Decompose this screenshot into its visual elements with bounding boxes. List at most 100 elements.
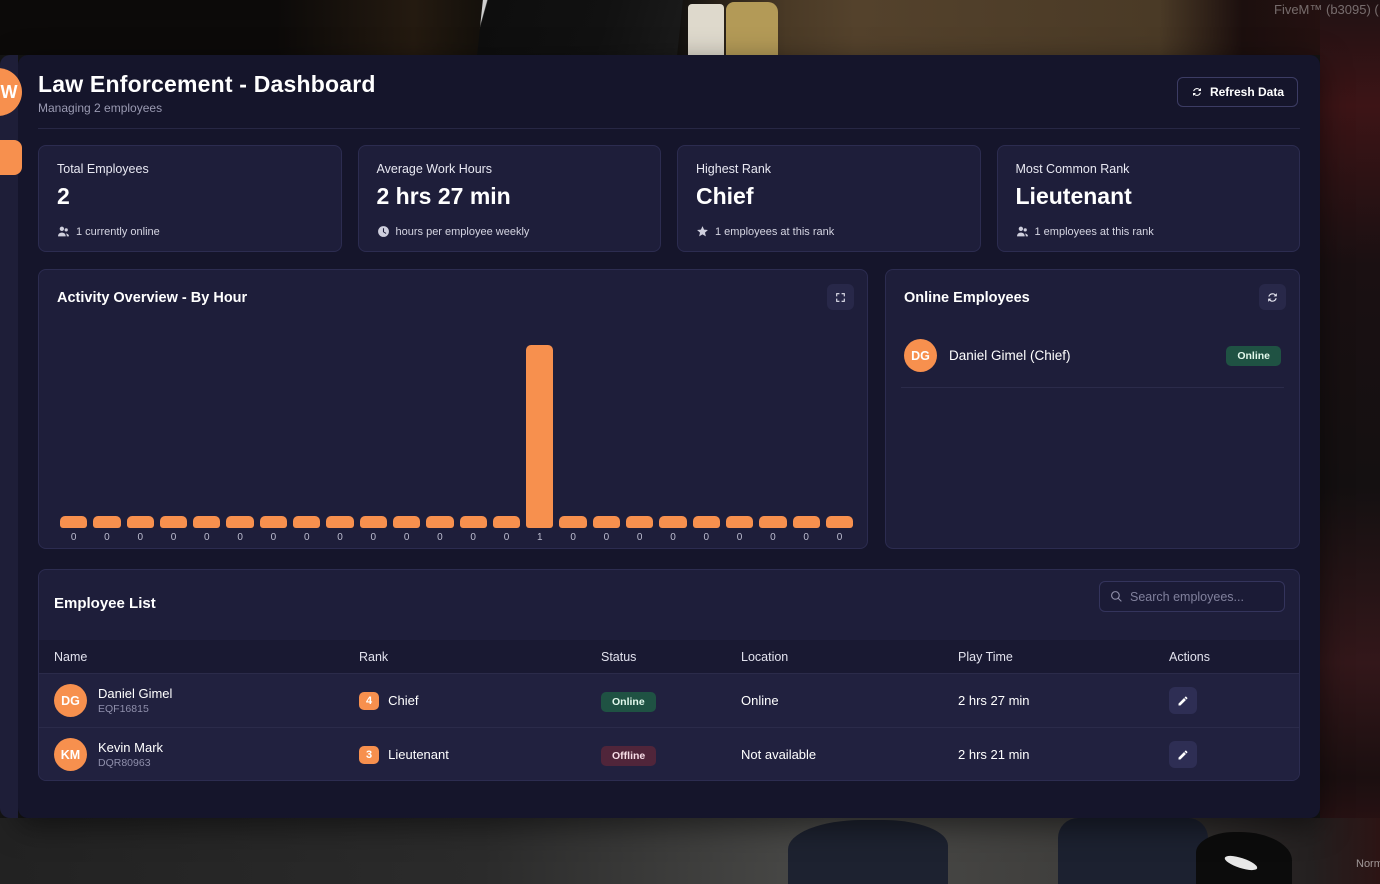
chart-bar-column: 1: [526, 345, 554, 544]
stat-footer-text: 1 employees at this rank: [715, 225, 835, 238]
chart-bar: [626, 516, 654, 528]
chart-bar-value-label: 0: [670, 532, 676, 543]
chart-bar-column: 0: [626, 516, 654, 544]
chart-bar-value-label: 0: [803, 532, 809, 543]
refresh-data-button[interactable]: Refresh Data: [1176, 77, 1298, 107]
stat-label: Average Work Hours: [376, 162, 493, 176]
chart-bar-value-label: 0: [170, 532, 177, 543]
cell-rank: 4 Chief: [359, 691, 601, 710]
activity-bar-chart: 0 0 0 0 0 0 0 0 0 0 0 0 0 0 1 0 0 0 0 0 0 0 0 0: [60, 345, 854, 544]
chart-bar: [392, 516, 421, 528]
stat-value: 2: [57, 183, 70, 209]
sidebar-active-tab[interactable]: [0, 140, 22, 175]
edit-pencil-icon: [1178, 750, 1188, 759]
chart-bar-column: 0: [93, 516, 121, 544]
dashboard-panel: W Law Enforcement - Dashboard Managing 2…: [0, 55, 1320, 818]
chart-bar: [759, 516, 787, 528]
search-employees-input[interactable]: [1130, 589, 1274, 604]
chart-bar: [426, 516, 454, 528]
expand-chart-button[interactable]: [827, 284, 854, 310]
app-logo[interactable]: W: [0, 68, 22, 116]
chart-bar: [193, 516, 221, 528]
chart-bar-column: 0: [326, 516, 354, 544]
edit-employee-button[interactable]: [1169, 687, 1197, 714]
cell-location: Not available: [741, 747, 817, 762]
chart-bar-column: 0: [392, 516, 421, 544]
users-icon: [58, 226, 69, 237]
chart-bar: [492, 516, 521, 528]
stat-value: Chief: [696, 183, 754, 209]
stat-label: Total Employees: [57, 162, 149, 176]
rank-name: Chief: [388, 693, 419, 708]
status-badge: Online: [1226, 345, 1281, 366]
chart-bar: [226, 516, 254, 528]
employee-name: Daniel Gimel: [98, 686, 173, 701]
chart-bar-column: 0: [259, 516, 288, 544]
employee-list-card: Employee List Name Rank Status Location Play…: [38, 569, 1300, 781]
chart-bar-column: 0: [692, 516, 720, 544]
chart-bar-column: 0: [359, 516, 387, 544]
stat-footer: 1 currently online: [57, 225, 160, 238]
chart-bar-column: 0: [492, 516, 521, 544]
stat-footer-text: 1 employees at this rank: [1034, 225, 1154, 238]
cell-name: DG Daniel Gimel EQF16815: [54, 684, 359, 717]
table-row: DG Daniel Gimel EQF16815 4 Chief Online Online…: [39, 673, 1299, 727]
column-header-name: Name: [54, 649, 88, 664]
chart-bar: [592, 516, 621, 528]
refresh-icon: [1268, 292, 1277, 302]
chart-bar-column: 0: [725, 516, 754, 544]
edit-employee-button[interactable]: [1169, 741, 1197, 768]
game-folder: [688, 4, 724, 55]
chart-bar-value-label: 1: [537, 532, 543, 543]
game-character-shoe: [1196, 832, 1292, 884]
chart-bar-column: 0: [759, 516, 787, 544]
hud-bottom-label: Norm: [1356, 858, 1380, 870]
edit-pencil-icon: [1178, 696, 1188, 705]
column-header-rank: Rank: [359, 649, 389, 664]
chart-bar: [725, 516, 754, 528]
chart-bar-value-label: 0: [503, 532, 510, 543]
stat-value: 2 hrs 27 min: [376, 183, 511, 209]
game-right-edge: [1320, 0, 1380, 884]
online-employees-list: DG Daniel Gimel (Chief) Online: [901, 326, 1284, 388]
stat-card-average-work-hours: Average Work Hours 2 hrs 27 min hours per …: [357, 145, 661, 252]
table-row: KM Kevin Mark DQR80963 3 Lieutenant Offline No…: [39, 727, 1299, 780]
chart-bar-column: 0: [226, 516, 254, 544]
chart-bar: [692, 516, 720, 528]
chart-bar-value-label: 0: [736, 532, 743, 543]
employee-search: [1099, 581, 1285, 612]
cell-actions: [1169, 741, 1299, 768]
cell-status: Online: [601, 691, 741, 712]
chart-bar: [825, 516, 854, 528]
chart-bar-value-label: 0: [770, 532, 776, 543]
chart-bar-column: 0: [459, 516, 487, 544]
fivem-watermark: FiveM™ (b3095) (: [1274, 2, 1379, 17]
chart-bar-column: 0: [559, 516, 587, 544]
rank-level-badge: 4: [359, 691, 380, 710]
chart-bar-column: 0: [659, 516, 687, 544]
chart-bar-column: 0: [293, 516, 321, 544]
chart-bar-column: 0: [426, 516, 454, 544]
stat-card-highest-rank: Highest Rank Chief 1 employees at this ran…: [677, 145, 981, 252]
stat-label: Most Common Rank: [1015, 162, 1130, 176]
status-badge: Online: [601, 691, 656, 712]
chart-bar: [459, 516, 487, 528]
column-header-status: Status: [601, 649, 637, 664]
chart-bar-value-label: 0: [237, 532, 243, 543]
online-employee-name: Daniel Gimel (Chief): [949, 348, 1071, 363]
chart-bar-value-label: 0: [204, 532, 210, 543]
chart-bar-column: 0: [193, 516, 221, 544]
chart-bar-value-label: 0: [603, 532, 610, 543]
stat-footer: hours per employee weekly: [377, 225, 529, 238]
stat-footer-text: 1 currently online: [76, 225, 160, 238]
refresh-data-label: Refresh Data: [1209, 85, 1284, 99]
cell-location: Online: [741, 693, 779, 708]
chart-bar: [559, 516, 587, 528]
employee-id: EQF16815: [98, 703, 149, 715]
online-employees-card: Online Employees DG Daniel Gimel (Chief) O…: [885, 269, 1300, 549]
refresh-online-button[interactable]: [1259, 284, 1286, 310]
chart-bar: [93, 516, 121, 528]
chart-bar: [326, 516, 354, 528]
